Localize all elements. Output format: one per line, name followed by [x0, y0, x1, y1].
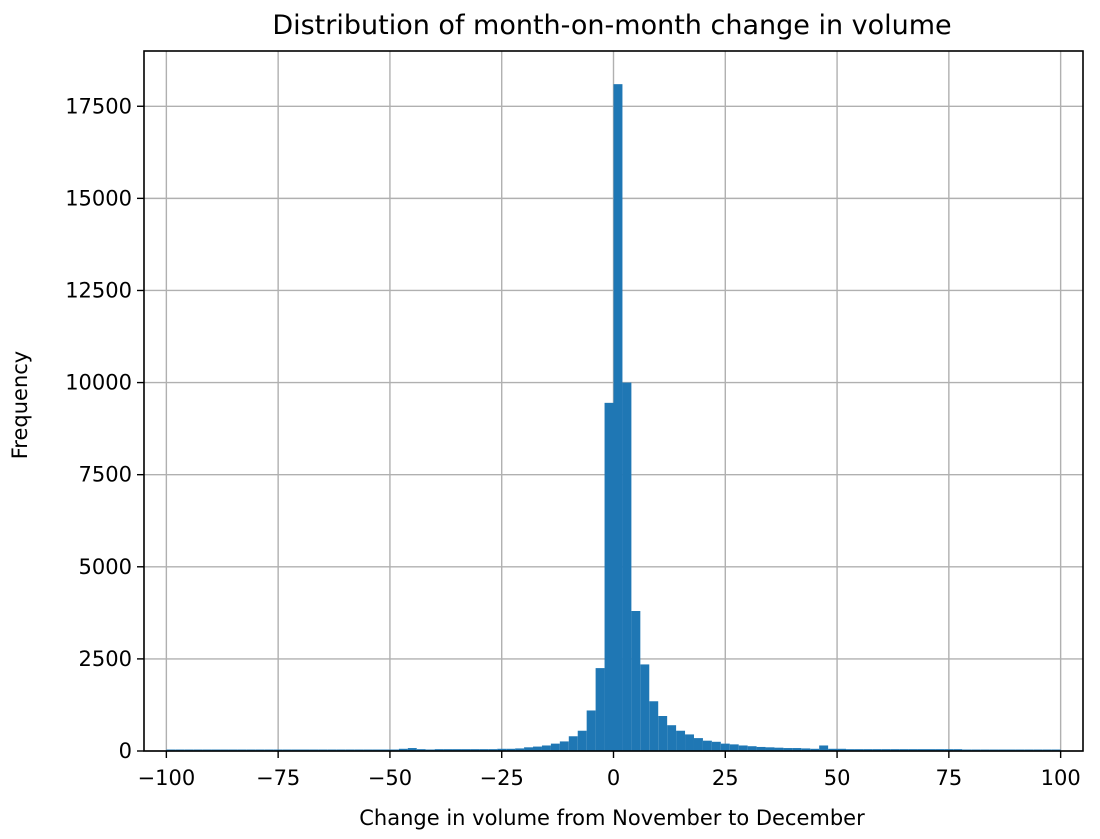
x-tick-label: 25 [712, 766, 739, 790]
y-tick-label: 17500 [65, 94, 132, 118]
y-axis-label: Frequency [8, 351, 32, 460]
histogram-bar [756, 746, 766, 751]
x-axis-label: Change in volume from November to Decemb… [359, 806, 865, 830]
histogram-bar [738, 745, 748, 751]
histogram-bar [631, 611, 641, 751]
histogram-bars [166, 84, 1061, 751]
histogram-bar [953, 749, 963, 751]
histogram-bar [407, 748, 417, 751]
y-tick-label: 12500 [65, 278, 132, 302]
histogram-bar [577, 730, 587, 751]
histogram-bar [711, 741, 721, 751]
x-tick-label: 50 [824, 766, 851, 790]
histogram-bar [837, 748, 847, 751]
histogram-bar [676, 730, 686, 751]
histogram-bar [497, 748, 507, 751]
x-tick-label: 100 [1041, 766, 1081, 790]
histogram-bar [595, 668, 605, 751]
histogram-bar [792, 748, 802, 751]
y-tick-label: 2500 [79, 647, 132, 671]
histogram-bar [533, 746, 542, 751]
histogram-bar [622, 382, 632, 751]
y-tick-label: 15000 [65, 186, 132, 210]
histogram-bar [801, 748, 811, 751]
histogram-bar [452, 749, 462, 751]
histogram-bar [846, 749, 855, 751]
histogram-bar [640, 664, 650, 751]
histogram-bar [398, 748, 408, 751]
histogram-bar [667, 725, 677, 751]
histogram-bar [541, 745, 551, 751]
histogram-bar [559, 741, 569, 751]
histogram-bar [604, 402, 614, 751]
histogram-bar [586, 710, 596, 751]
histogram-bar [729, 744, 739, 751]
histogram-bar [506, 748, 516, 751]
x-tick-label: −25 [480, 766, 524, 790]
histogram-bar [550, 743, 560, 751]
histogram-bar [783, 748, 793, 751]
histogram-bar [765, 747, 775, 751]
histogram-bar [863, 749, 873, 751]
histogram-bar [935, 749, 945, 751]
histogram-bar [774, 747, 784, 751]
x-tick-label: −50 [368, 766, 412, 790]
histogram-bar [702, 740, 712, 751]
histogram-bar [685, 734, 694, 751]
histogram-bar [524, 747, 534, 751]
histogram-bar [613, 84, 623, 751]
histogram-bar [416, 749, 426, 751]
histogram-bar [854, 749, 864, 751]
histogram-bar [890, 749, 900, 751]
x-tick-label: −75 [256, 766, 300, 790]
histogram-bar [899, 749, 909, 751]
histogram-bar [488, 749, 498, 751]
histogram-bar [568, 736, 578, 751]
histogram-bar [828, 748, 838, 751]
histogram-bar [881, 749, 891, 751]
histogram-bar [872, 749, 882, 751]
y-tick-label: 0 [119, 739, 132, 763]
histogram-bar [443, 749, 453, 751]
chart-title: Distribution of month-on-month change in… [272, 10, 951, 41]
histogram-bar [693, 738, 703, 751]
x-tick-label: −100 [138, 766, 196, 790]
histogram-bar [926, 749, 936, 751]
histogram-bar [479, 749, 489, 751]
y-tick-label: 10000 [65, 371, 132, 395]
histogram-bar [917, 749, 927, 751]
histogram-bar [470, 749, 480, 751]
histogram-bar [908, 749, 918, 751]
histogram-bar [720, 743, 730, 751]
x-tick-label: 75 [935, 766, 962, 790]
histogram-bar [944, 749, 954, 751]
histogram-bar [747, 746, 757, 751]
axis-ticks: −100 −75 −50 −25 0 25 50 75 100 0 2500 5000 7500 1000… [65, 94, 1081, 790]
histogram-bar [658, 716, 668, 751]
x-tick-label: 0 [607, 766, 620, 790]
y-tick-label: 7500 [79, 463, 132, 487]
histogram-bar [434, 749, 444, 751]
histogram-bar [810, 748, 820, 751]
y-tick-label: 5000 [79, 555, 132, 579]
histogram-bar [819, 745, 829, 751]
histogram-bar [461, 749, 471, 751]
histogram-bar [649, 701, 659, 751]
histogram-bar [515, 748, 525, 751]
